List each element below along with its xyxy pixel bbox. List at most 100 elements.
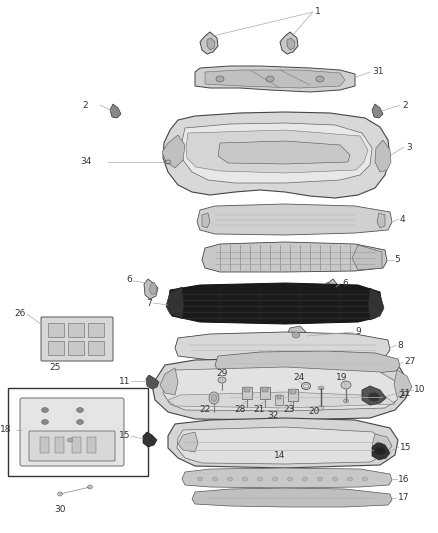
Bar bbox=[290, 389, 296, 394]
Polygon shape bbox=[177, 427, 385, 464]
Bar bbox=[244, 387, 250, 392]
Text: 31: 31 bbox=[372, 67, 384, 76]
Ellipse shape bbox=[332, 477, 338, 481]
FancyBboxPatch shape bbox=[41, 317, 113, 361]
Polygon shape bbox=[168, 283, 382, 324]
Bar bbox=[40, 437, 49, 453]
Text: 17: 17 bbox=[398, 494, 410, 503]
Polygon shape bbox=[197, 204, 392, 235]
Ellipse shape bbox=[266, 76, 274, 82]
Text: 18: 18 bbox=[0, 425, 11, 434]
Polygon shape bbox=[182, 468, 392, 488]
FancyBboxPatch shape bbox=[20, 398, 124, 466]
Bar bbox=[288, 389, 298, 401]
Bar bbox=[242, 387, 252, 399]
Bar bbox=[48, 341, 64, 355]
Ellipse shape bbox=[341, 381, 351, 389]
Polygon shape bbox=[143, 432, 157, 447]
Ellipse shape bbox=[211, 394, 217, 401]
Text: 29: 29 bbox=[216, 368, 228, 377]
Text: 8: 8 bbox=[397, 341, 403, 350]
Polygon shape bbox=[375, 140, 391, 172]
Polygon shape bbox=[205, 70, 345, 88]
Polygon shape bbox=[394, 370, 412, 397]
Ellipse shape bbox=[303, 477, 307, 481]
FancyBboxPatch shape bbox=[29, 431, 115, 461]
Bar bbox=[55, 437, 64, 453]
Text: 28: 28 bbox=[234, 406, 246, 415]
Text: 1: 1 bbox=[315, 6, 321, 15]
Ellipse shape bbox=[198, 477, 202, 481]
Text: 15: 15 bbox=[119, 432, 130, 440]
Text: 3: 3 bbox=[406, 142, 412, 151]
Polygon shape bbox=[110, 104, 121, 118]
Text: 27: 27 bbox=[404, 358, 415, 367]
Text: 14: 14 bbox=[274, 450, 286, 459]
Bar bbox=[68, 341, 84, 355]
Polygon shape bbox=[152, 358, 408, 420]
Bar bbox=[88, 323, 104, 337]
Ellipse shape bbox=[42, 408, 49, 413]
Text: 9: 9 bbox=[355, 327, 361, 336]
Text: 22: 22 bbox=[199, 406, 211, 415]
Text: 21: 21 bbox=[253, 406, 265, 415]
Polygon shape bbox=[144, 279, 158, 299]
Ellipse shape bbox=[42, 419, 49, 424]
Bar bbox=[72, 437, 81, 453]
Text: 20: 20 bbox=[308, 408, 320, 416]
Polygon shape bbox=[323, 279, 337, 299]
Polygon shape bbox=[287, 326, 306, 342]
Text: 32: 32 bbox=[267, 411, 279, 421]
Polygon shape bbox=[372, 434, 392, 454]
Ellipse shape bbox=[368, 392, 380, 401]
Polygon shape bbox=[163, 367, 400, 411]
Ellipse shape bbox=[316, 76, 324, 82]
Text: 11: 11 bbox=[400, 389, 411, 398]
Ellipse shape bbox=[258, 477, 262, 481]
Text: 16: 16 bbox=[398, 474, 410, 483]
Ellipse shape bbox=[272, 477, 278, 481]
Ellipse shape bbox=[212, 477, 218, 481]
Polygon shape bbox=[186, 130, 368, 173]
Polygon shape bbox=[207, 38, 215, 50]
Polygon shape bbox=[162, 135, 185, 168]
Ellipse shape bbox=[218, 377, 226, 383]
Ellipse shape bbox=[243, 477, 247, 481]
Polygon shape bbox=[215, 351, 400, 374]
Polygon shape bbox=[175, 332, 390, 361]
Text: 30: 30 bbox=[54, 505, 66, 514]
Polygon shape bbox=[217, 385, 397, 407]
Ellipse shape bbox=[216, 76, 224, 82]
Ellipse shape bbox=[227, 477, 233, 481]
Text: 10: 10 bbox=[414, 385, 425, 394]
Ellipse shape bbox=[343, 399, 349, 403]
Polygon shape bbox=[372, 442, 390, 460]
Polygon shape bbox=[362, 386, 386, 405]
Text: 34: 34 bbox=[81, 157, 92, 166]
Text: 5: 5 bbox=[394, 255, 400, 264]
Polygon shape bbox=[324, 282, 332, 295]
Polygon shape bbox=[192, 488, 392, 507]
Text: 2: 2 bbox=[402, 101, 408, 109]
Text: 6: 6 bbox=[126, 276, 132, 285]
Polygon shape bbox=[166, 287, 184, 318]
Polygon shape bbox=[318, 406, 324, 410]
Polygon shape bbox=[149, 282, 157, 295]
Ellipse shape bbox=[287, 477, 293, 481]
Text: 26: 26 bbox=[14, 309, 25, 318]
Ellipse shape bbox=[67, 438, 73, 442]
Text: 27: 27 bbox=[398, 391, 410, 400]
Ellipse shape bbox=[88, 485, 92, 489]
Polygon shape bbox=[202, 213, 210, 228]
Bar bbox=[87, 437, 96, 453]
Polygon shape bbox=[168, 418, 398, 468]
Bar bbox=[275, 395, 283, 405]
Bar bbox=[8, 388, 148, 476]
Bar bbox=[48, 323, 64, 337]
Polygon shape bbox=[352, 245, 382, 270]
Bar bbox=[68, 323, 84, 337]
Polygon shape bbox=[202, 242, 387, 272]
Text: 6: 6 bbox=[342, 279, 348, 287]
Polygon shape bbox=[200, 32, 218, 54]
Bar bbox=[88, 341, 104, 355]
